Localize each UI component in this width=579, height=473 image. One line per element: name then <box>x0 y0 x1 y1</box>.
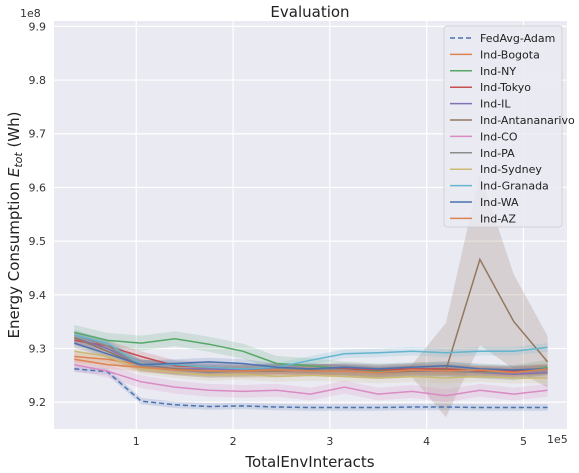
series-line-10 <box>74 342 548 371</box>
series-lines <box>74 257 549 409</box>
legend-entry: Ind-NY <box>480 65 516 78</box>
y-axis-label-subscript: tot <box>12 152 25 168</box>
legend-entry: Ind-Bogota <box>480 48 540 61</box>
series-line-0 <box>74 368 548 409</box>
x-tick-label: 1 <box>133 435 140 448</box>
legend-entry: Ind-Antananarivo <box>480 114 575 127</box>
x-tick-labels: 1 2 3 4 5 <box>133 435 527 448</box>
y-tick-label: 9.2 <box>29 396 47 409</box>
legend-entry: Ind-PA <box>480 147 515 160</box>
series-line-6 <box>74 363 548 397</box>
y-tick-label: 9.3 <box>29 342 47 355</box>
y-tick-label: 9.9 <box>29 20 47 33</box>
series-line-8 <box>74 350 548 379</box>
y-tick-label: 9.7 <box>29 128 47 141</box>
band-4 <box>74 332 548 380</box>
legend-entry: Ind-Granada <box>480 180 549 193</box>
series-line-11 <box>74 358 548 374</box>
y-axis-label: Energy Consumption Etot (Wh) <box>5 111 25 338</box>
legend-entry: Ind-CO <box>480 130 518 143</box>
y-axis-label-main: Energy Consumption <box>5 177 23 338</box>
legend-entry: FedAvg-Adam <box>480 32 555 45</box>
legend-entry: Ind-Tokyo <box>480 81 531 94</box>
legend-entry: Ind-IL <box>480 98 511 111</box>
band-0 <box>74 365 548 411</box>
y-axis-label-unit: (Wh) <box>5 111 23 152</box>
y-exponent: 1e8 <box>20 7 41 20</box>
y-tick-labels: 9.2 9.3 9.4 9.5 9.6 9.7 9.8 9.9 <box>29 20 47 409</box>
legend: FedAvg-Adam Ind-Bogota Ind-NY Ind-Tokyo Ind-… <box>443 25 575 228</box>
legend-entry: Ind-WA <box>480 196 519 209</box>
y-axis-label-symbol: E <box>5 167 23 177</box>
x-tick-label: 4 <box>423 435 430 448</box>
legend-frame <box>443 25 563 228</box>
legend-entry: Ind-AZ <box>480 212 516 225</box>
x-tick-label: 2 <box>230 435 237 448</box>
x-exponent: 1e5 <box>547 433 568 446</box>
y-tick-label: 9.5 <box>29 235 47 248</box>
x-tick-label: 3 <box>326 435 333 448</box>
y-tick-label: 9.6 <box>29 181 47 194</box>
y-tick-label: 9.4 <box>29 289 47 302</box>
band-6 <box>74 358 548 403</box>
y-tick-label: 9.8 <box>29 74 47 87</box>
legend-entry: Ind-Sydney <box>480 163 542 176</box>
x-axis-label: TotalEnvInteracts <box>244 453 374 471</box>
band-5 <box>74 173 548 418</box>
x-tick-label: 5 <box>520 435 527 448</box>
chart-title: Evaluation <box>270 3 349 21</box>
